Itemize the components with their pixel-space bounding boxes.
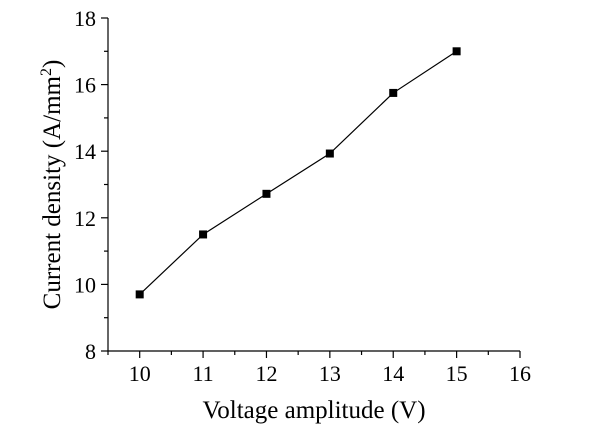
x-tick-label: 14 — [382, 361, 404, 386]
data-point — [135, 290, 144, 299]
plot-frame — [107, 18, 520, 352]
y-tick-label: 18 — [74, 6, 96, 31]
x-tick-label: 15 — [446, 361, 468, 386]
x-tick-label: 16 — [509, 361, 531, 386]
y-tick-label: 10 — [74, 272, 96, 297]
y-tick-label: 12 — [74, 206, 96, 231]
y-axis-title-main: Current density (A/mm — [39, 75, 66, 309]
x-axis-ticks: 10 11 12 13 14 15 16 — [107, 351, 531, 386]
x-tick-label: 13 — [319, 361, 341, 386]
series-line — [139, 50, 457, 295]
data-point — [262, 189, 271, 198]
y-tick-label: 16 — [74, 73, 96, 98]
data-point — [389, 88, 398, 97]
data-point — [199, 230, 208, 239]
y-axis-title: Current density (A/mm2) — [38, 60, 66, 310]
data-series — [135, 47, 461, 299]
y-axis-title-superscript: 2 — [38, 68, 55, 76]
y-tick-label: 14 — [74, 139, 96, 164]
y-axis-ticks: 8 10 12 14 16 18 — [74, 6, 108, 364]
x-axis-title: Voltage amplitude (V) — [202, 397, 425, 424]
x-tick-label: 12 — [255, 361, 277, 386]
data-point — [452, 47, 461, 56]
data-point — [325, 149, 334, 158]
x-tick-label: 10 — [129, 361, 151, 386]
y-axis-title-close: ) — [39, 60, 66, 68]
x-tick-label: 11 — [192, 361, 213, 386]
y-tick-label: 8 — [85, 339, 96, 364]
